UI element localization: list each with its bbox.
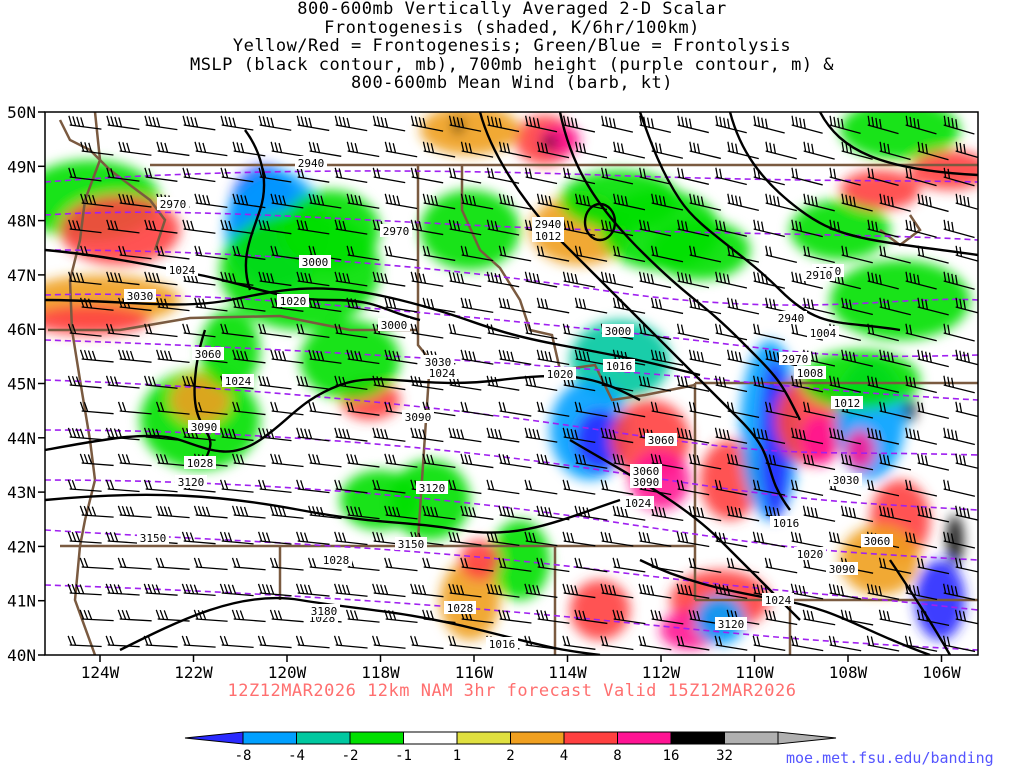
lon-tick-label: 116W — [455, 663, 494, 682]
contour-label: 1004 — [810, 327, 837, 340]
contour-label: 1012 — [834, 397, 861, 410]
contour-label: 1020 — [280, 295, 307, 308]
lat-tick-label: 42N — [7, 537, 36, 556]
lat-tick-label: 40N — [7, 646, 36, 665]
contour-label: 3090 — [191, 421, 218, 434]
contour-label: 1028 — [187, 457, 214, 470]
credit-link[interactable]: moe.met.fsu.edu/banding — [786, 749, 994, 767]
height-labels: 2940 2970 2970 3000 3030 3000 3060 3030 3000 3060… — [124, 156, 893, 631]
contour-label: 3120 — [419, 482, 446, 495]
colorbar-tick-label: -8 — [235, 748, 252, 764]
lat-tick-label: 48N — [7, 212, 36, 231]
contour-label: 1012 — [535, 230, 562, 243]
lat-tick-label: 50N — [7, 103, 36, 122]
colorbar-tick-label: -1 — [395, 748, 412, 764]
contour-label: 3000 — [381, 319, 408, 332]
lon-tick-label: 108W — [829, 663, 868, 682]
contour-label: 1008 — [797, 367, 824, 380]
contour-label: 2970 — [782, 353, 809, 366]
contour-label: 2940 — [535, 218, 562, 231]
latitude-axis: 50N 49N 48N 47N 46N 45N 44N 43N 42N 41N 40N — [7, 103, 45, 665]
colorbar-tick-label: -4 — [288, 748, 305, 764]
contour-label: 1024 — [169, 264, 196, 277]
contour-label: 1016 — [606, 360, 633, 373]
contour-label: 3090 — [405, 411, 432, 424]
contour-label: 1024 — [225, 375, 252, 388]
contour-label: 3060 — [633, 465, 660, 478]
colorbar-tick-label: 16 — [663, 748, 680, 764]
colorbar: -8 -4 -2 -1 1 2 4 8 16 32 — [184, 731, 837, 764]
contour-label: 3030 — [127, 290, 154, 303]
contour-label: 1028 — [447, 602, 474, 615]
lon-tick-label: 114W — [548, 663, 587, 682]
contour-label: 3000 — [302, 256, 329, 269]
lon-tick-label: 118W — [361, 663, 400, 682]
colorbar-tick-label: -2 — [342, 748, 359, 764]
title-line-1: 800-600mb Vertically Averaged 2-D Scalar — [297, 0, 727, 19]
contour-label: 3090 — [633, 476, 660, 489]
colorbar-tick-label: 32 — [716, 748, 733, 764]
lon-tick-label: 124W — [81, 663, 120, 682]
lat-tick-label: 43N — [7, 483, 36, 502]
lat-tick-label: 41N — [7, 592, 36, 611]
contour-label: 2970 — [383, 225, 410, 238]
contour-label: 3000 — [605, 325, 632, 338]
contour-label: 1016 — [773, 517, 800, 530]
title-block: 800-600mb Vertically Averaged 2-D Scalar… — [0, 0, 1024, 93]
lon-tick-label: 122W — [174, 663, 213, 682]
contour-label: 3150 — [398, 538, 425, 551]
lat-tick-label: 45N — [7, 375, 36, 394]
contour-label: 3030 — [833, 474, 860, 487]
colorbar-tick-label: 2 — [506, 748, 514, 764]
lat-tick-label: 44N — [7, 429, 36, 448]
title-line-5: 800-600mb Mean Wind (barb, kt) — [350, 73, 674, 93]
contour-label: 1020 — [797, 548, 824, 561]
contour-label: 1016 — [489, 638, 516, 651]
lat-tick-label: 49N — [7, 157, 36, 176]
contour-label: 2910 — [806, 269, 833, 282]
contour-label: 3060 — [864, 535, 891, 548]
contour-label: 3030 — [425, 356, 452, 369]
lon-tick-label: 110W — [735, 663, 774, 682]
contour-label: 3060 — [195, 348, 222, 361]
contour-label: 2970 — [160, 198, 187, 211]
title-line-2: Frontogenesis (shaded, K/6hr/100km) — [324, 17, 700, 38]
lat-tick-label: 46N — [7, 320, 36, 339]
contour-label: 1024 — [429, 367, 456, 380]
contour-label: 3180 — [311, 605, 338, 618]
title-line-4: MSLP (black contour, mb), 700mb height (… — [189, 54, 835, 75]
contour-label: 3120 — [718, 618, 745, 631]
colorbar-tick-label: 4 — [560, 748, 568, 764]
lon-tick-label: 120W — [268, 663, 307, 682]
title-line-3: Yellow/Red = Frontogenesis; Green/Blue =… — [232, 36, 792, 56]
contour-label: 1024 — [625, 497, 652, 510]
wind-barbs — [67, 115, 978, 653]
contour-label: 3120 — [178, 476, 205, 489]
colorbar-tick-label: 1 — [453, 748, 461, 764]
contour-label: 2940 — [298, 157, 325, 170]
colorbar-tick-label: 8 — [613, 748, 621, 764]
contour-label: 3150 — [140, 532, 167, 545]
mslp-labels: 1024 1020 1024 1028 1024 1020 1016 1024 1028 1028… — [166, 229, 863, 651]
contour-label: 1020 — [547, 368, 574, 381]
valid-time: 12Z12MAR2026 12km NAM 3hr forecast Valid… — [227, 681, 797, 701]
contour-label: 1024 — [765, 594, 792, 607]
lon-tick-label: 106W — [922, 663, 961, 682]
lat-tick-label: 47N — [7, 266, 36, 285]
contour-label: 2940 — [778, 312, 805, 325]
contour-label: 3060 — [648, 434, 675, 447]
lon-tick-label: 112W — [642, 663, 681, 682]
longitude-axis: 124W 122W 120W 118W 116W 114W 112W 110W 108W 106W — [81, 655, 961, 682]
contour-label: 3090 — [829, 563, 856, 576]
contour-label: 1028 — [323, 554, 350, 567]
